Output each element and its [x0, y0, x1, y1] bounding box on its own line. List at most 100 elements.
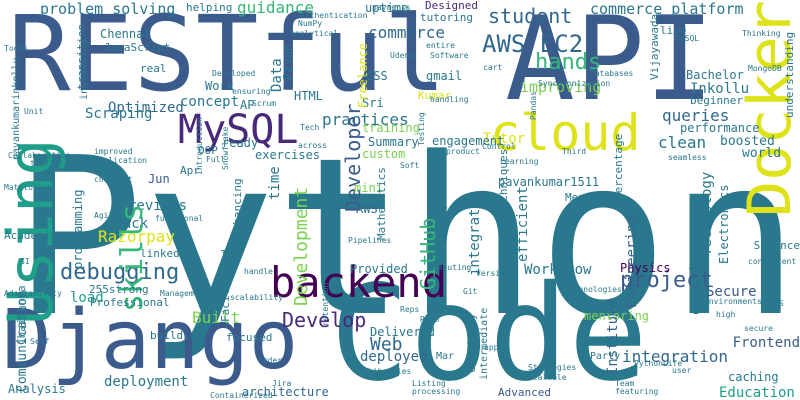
cloud-word: authentication	[300, 11, 368, 20]
cloud-word: Python	[12, 112, 800, 365]
cloud-word: Self	[30, 337, 50, 346]
cloud-word: student	[488, 4, 573, 28]
cloud-word: Web	[370, 334, 403, 355]
cloud-word: payments	[372, 3, 411, 12]
cloud-word: processing	[412, 387, 461, 396]
cloud-word: Advanced	[498, 386, 551, 399]
cloud-word: Testing	[417, 112, 426, 146]
cloud-word: mentoring	[584, 309, 650, 323]
cloud-word: real	[140, 62, 167, 75]
cloud-word: Stack	[106, 216, 149, 232]
cloud-word: retention	[321, 282, 330, 326]
cloud-word: commerce platform	[590, 0, 744, 18]
cloud-word: Snowflake	[221, 126, 230, 170]
cloud-word: problem solving	[40, 0, 176, 18]
cloud-word: high	[716, 310, 736, 319]
cloud-word: Code	[330, 257, 648, 400]
cloud-word: handle	[244, 267, 273, 276]
cloud-word: Development	[291, 186, 312, 306]
cloud-word: integration	[622, 347, 728, 366]
cloud-word: backend	[270, 258, 448, 307]
cloud-word: efficient	[515, 186, 531, 262]
cloud-word: programming	[71, 189, 85, 269]
cloud-word: Facilitated	[219, 249, 232, 322]
cloud-word: Containerized	[210, 391, 273, 400]
cloud-word: Third	[562, 147, 587, 156]
cloud-word: Databases	[590, 69, 634, 78]
cloud-word: AP	[240, 98, 255, 112]
cloud-word: live	[660, 24, 687, 37]
cloud-word: load	[70, 290, 104, 306]
cloud-word: Delivered	[370, 325, 436, 339]
cloud-word: boosted	[720, 134, 775, 149]
cloud-word: time	[267, 166, 283, 200]
cloud-word: Repo	[420, 315, 440, 324]
cloud-word: Jira	[272, 379, 292, 388]
cloud-word: Optimized	[108, 100, 184, 116]
cloud-word: Mar	[436, 351, 455, 362]
cloud-word: Vijayawada	[648, 13, 661, 80]
cloud-word: Synchronization	[538, 79, 611, 88]
cloud-word: Tech	[300, 123, 320, 132]
cloud-word: Strategies	[528, 363, 577, 372]
cloud-word: Unit	[24, 107, 44, 116]
cloud-word: improved	[94, 147, 133, 156]
cloud-word: entire	[426, 41, 455, 50]
cloud-word: handling	[430, 95, 469, 104]
cloud-word: Designed	[425, 0, 478, 12]
cloud-word: Developer	[341, 103, 365, 212]
cloud-word: pavankumar1511	[498, 175, 600, 189]
cloud-word: reviews	[128, 198, 188, 214]
cloud-word: Reps	[400, 305, 420, 314]
cloud-word: Institute	[605, 299, 621, 375]
cloud-word: Tutor	[483, 131, 526, 147]
cloud-word: environments	[704, 297, 762, 306]
cloud-word: debugging	[60, 260, 180, 285]
cloud-word: Sathyabama	[435, 169, 448, 236]
cloud-word: Academic	[4, 229, 57, 242]
cloud-word: featuring	[615, 387, 659, 396]
cloud-word: order	[258, 356, 283, 365]
cloud-word: SI	[20, 257, 30, 266]
cloud-word: Listing	[412, 379, 446, 388]
cloud-word: caching	[728, 370, 779, 384]
cloud-word: deployment	[104, 374, 189, 390]
cloud-word: Scrum	[252, 99, 277, 108]
cloud-word: across	[298, 141, 327, 150]
cloud-word: Mentored	[565, 191, 618, 204]
cloud-word: Matplotlib	[4, 183, 53, 192]
cloud-word: introduction	[195, 117, 204, 175]
cloud-word: API	[505, 0, 715, 127]
cloud-word: Work	[205, 79, 234, 93]
cloud-word: training	[362, 121, 420, 135]
cloud-word: Party	[590, 351, 621, 362]
cloud-word: Develop	[282, 308, 367, 332]
cloud-word: Scraping	[85, 106, 153, 122]
cloud-word: traffic	[30, 159, 64, 168]
cloud-word: custom	[362, 147, 406, 161]
cloud-word: clean	[658, 133, 707, 152]
cloud-word: Science	[753, 239, 800, 252]
cloud-word: Physics	[620, 261, 671, 275]
cloud-word: Analytical	[290, 29, 339, 38]
cloud-word: Education	[719, 385, 795, 400]
cloud-word: linkedin	[140, 247, 193, 260]
cloud-word: Summary	[368, 135, 419, 149]
cloud-word: application	[94, 156, 147, 165]
cloud-word: guidance	[237, 0, 315, 17]
cloud-word: Pavan	[281, 43, 295, 80]
cloud-word: practices	[322, 110, 409, 129]
cloud-word: CI	[336, 299, 346, 308]
cloud-word: 255strong	[89, 283, 149, 296]
cloud-word: understanding	[783, 31, 796, 118]
cloud-word: product	[446, 147, 480, 156]
cloud-word: checkout	[94, 175, 133, 184]
cloud-word: Analysis	[8, 382, 66, 396]
cloud-word: Adaptability	[4, 289, 62, 298]
cloud-word: Professional	[90, 296, 170, 309]
cloud-word: Pandas	[529, 91, 538, 120]
cloud-word: Frontend	[732, 335, 800, 351]
cloud-word: instilling	[79, 39, 90, 100]
cloud-word: Learning	[500, 157, 539, 166]
cloud-word: app	[484, 343, 499, 352]
